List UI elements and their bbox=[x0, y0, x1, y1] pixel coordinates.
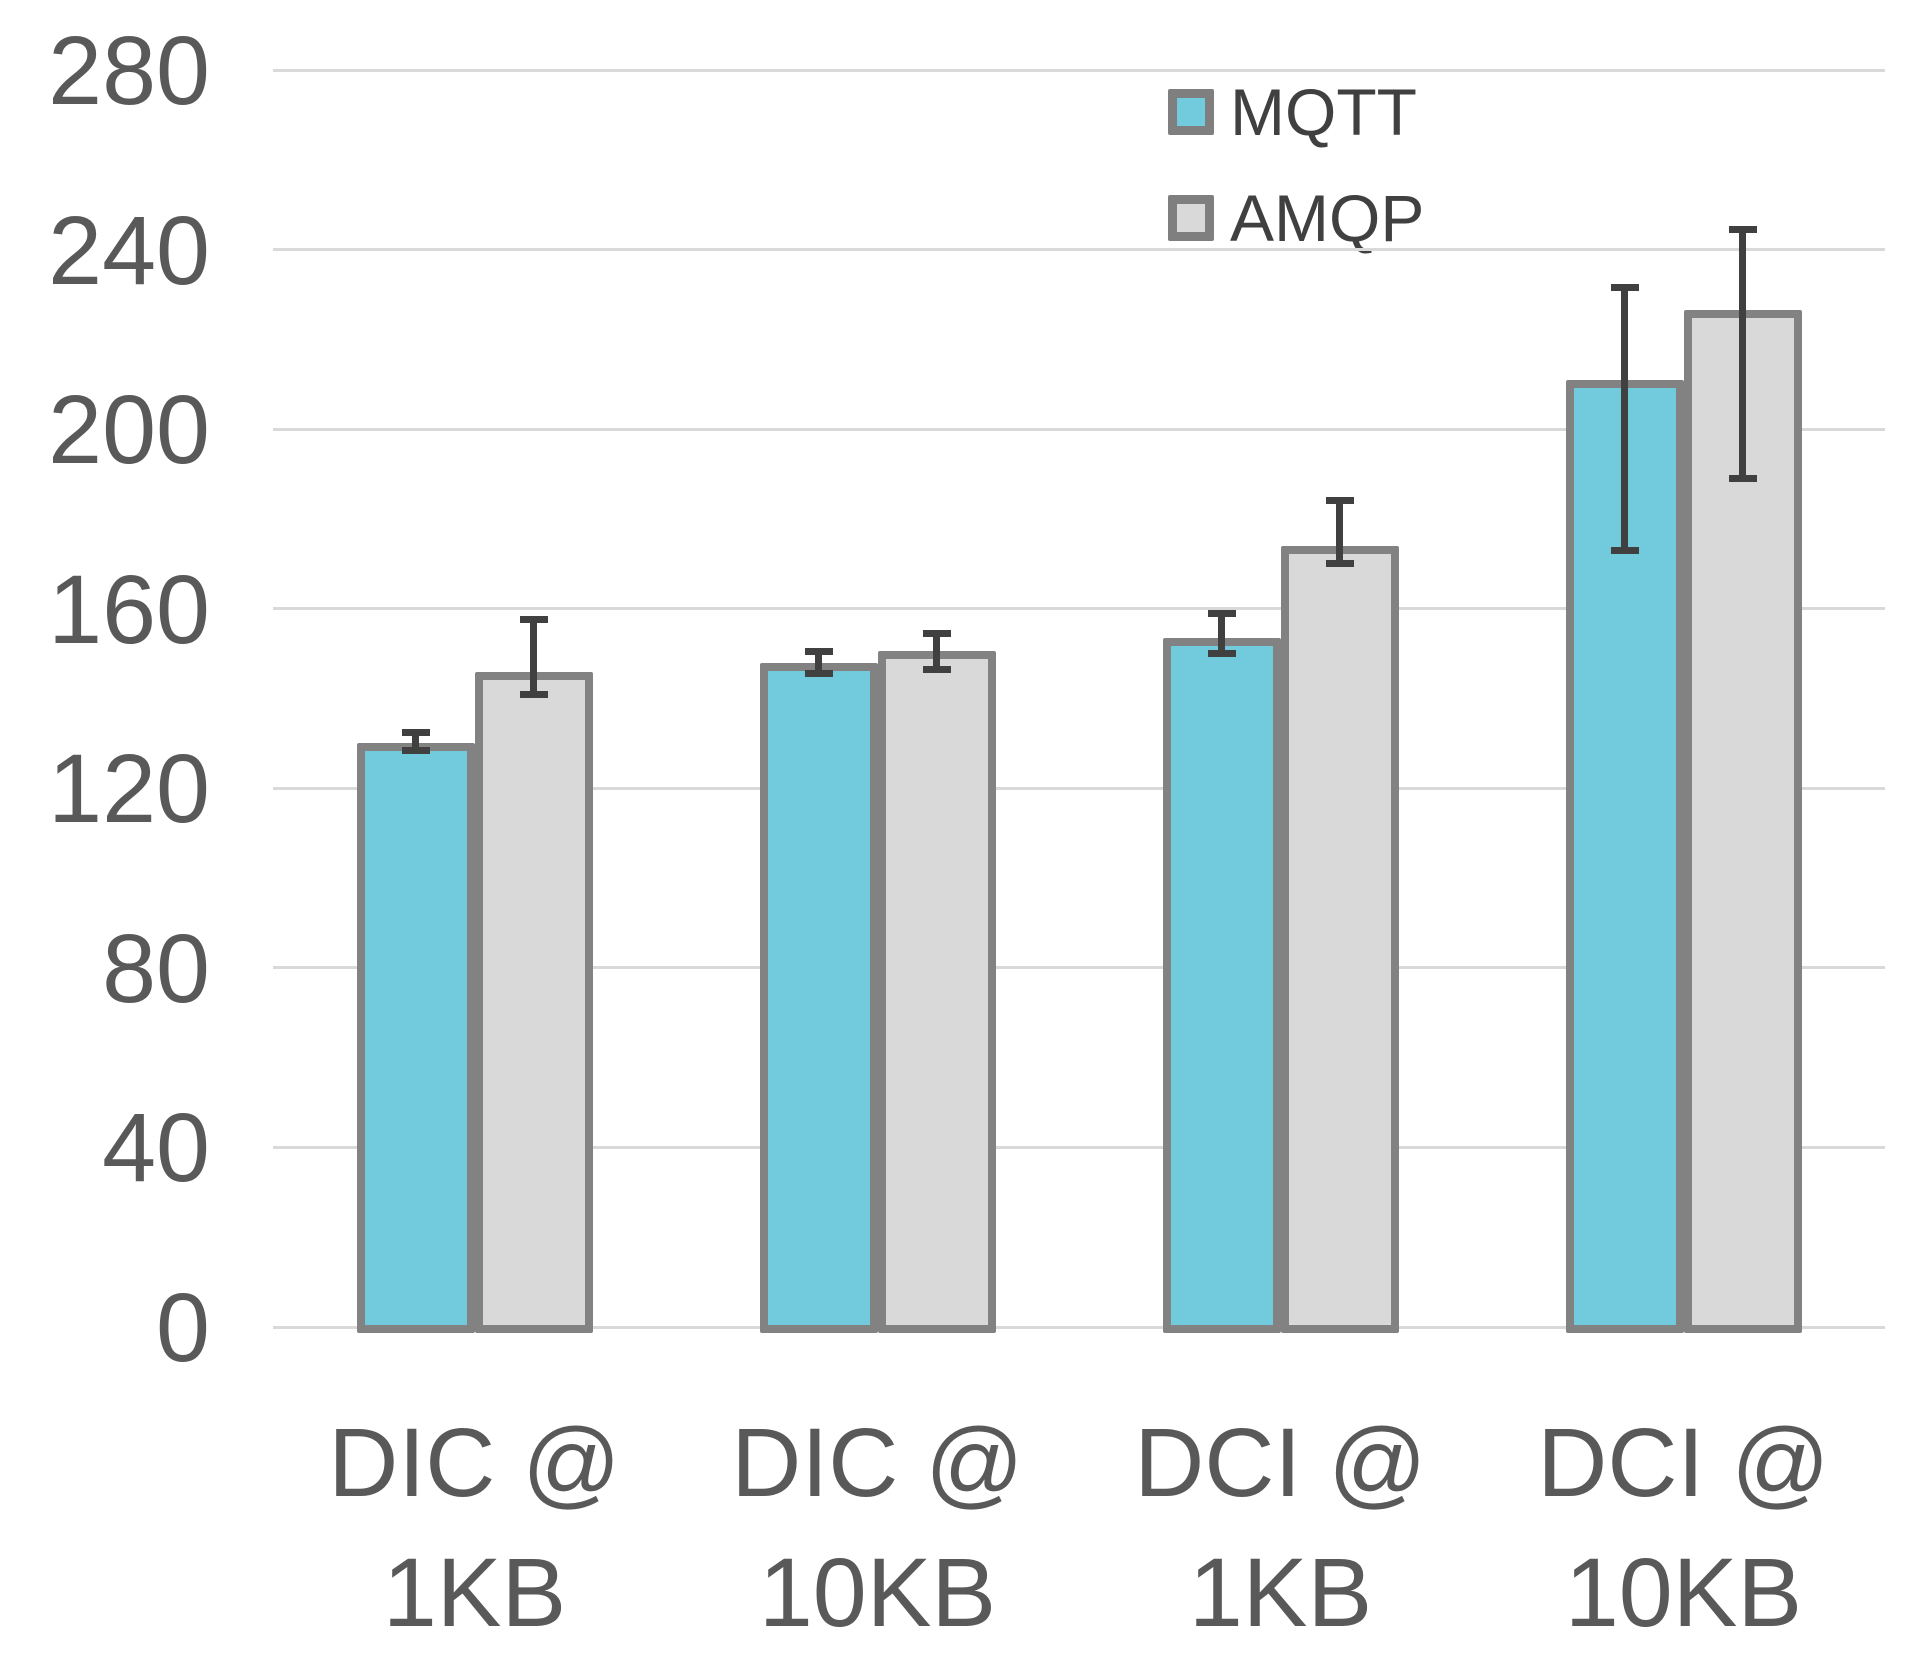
legend-item-amqp: AMQP bbox=[1168, 181, 1425, 255]
legend-item-mqtt: MQTT bbox=[1168, 75, 1424, 149]
x-axis-category-label: DIC @10KB bbox=[731, 1408, 1024, 1647]
bar-mqtt-group1 bbox=[356, 743, 475, 1333]
x-axis-category-label: DIC @1KB bbox=[328, 1408, 621, 1647]
bar-amqp-group2 bbox=[877, 651, 996, 1333]
mqtt-swatch-icon bbox=[1168, 89, 1214, 135]
bar-mqtt-group3 bbox=[1162, 637, 1281, 1333]
error-cap-top bbox=[1728, 225, 1757, 233]
y-axis-tick-label: 160 bbox=[48, 554, 210, 664]
gridline-y0 bbox=[273, 1325, 1885, 1329]
error-cap-bottom bbox=[804, 670, 833, 678]
bar-amqp-group1 bbox=[474, 671, 593, 1333]
bar-mqtt-group2 bbox=[759, 662, 878, 1333]
gridline-y40 bbox=[273, 1145, 1885, 1149]
y-axis-tick-label: 200 bbox=[48, 375, 210, 485]
legend: MQTT AMQP bbox=[1168, 75, 1425, 300]
bar-amqp-group3 bbox=[1280, 545, 1399, 1333]
error-bar-mqtt-group2 bbox=[815, 651, 822, 674]
error-cap-bottom bbox=[401, 746, 430, 754]
error-cap-bottom bbox=[1207, 650, 1236, 658]
x-axis-category-label: DCI @1KB bbox=[1134, 1408, 1427, 1647]
error-cap-bottom bbox=[1610, 546, 1639, 554]
y-axis-tick-label: 80 bbox=[102, 913, 210, 1023]
error-cap-top bbox=[1610, 284, 1639, 292]
gridline-y160 bbox=[273, 607, 1885, 611]
error-bar-mqtt-group3 bbox=[1218, 613, 1225, 654]
error-cap-top bbox=[519, 616, 548, 624]
error-bar-amqp-group3 bbox=[1336, 500, 1343, 564]
y-axis-tick-label: 0 bbox=[156, 1273, 210, 1382]
error-cap-top bbox=[1325, 497, 1354, 505]
error-bar-amqp-group4 bbox=[1739, 229, 1746, 479]
amqp-swatch-icon bbox=[1168, 195, 1214, 241]
error-cap-top bbox=[922, 629, 951, 637]
legend-label-amqp: AMQP bbox=[1230, 181, 1425, 255]
error-bar-amqp-group1 bbox=[530, 619, 537, 694]
error-cap-bottom bbox=[1325, 560, 1354, 568]
error-bar-amqp-group2 bbox=[933, 633, 940, 670]
y-axis-tick-label: 40 bbox=[102, 1093, 210, 1203]
gridline-y80 bbox=[273, 966, 1885, 970]
y-axis-tick-label: 240 bbox=[48, 195, 210, 305]
error-cap-bottom bbox=[922, 665, 951, 673]
gridline-y240 bbox=[273, 248, 1885, 252]
error-cap-top bbox=[804, 647, 833, 655]
gridline-y200 bbox=[273, 427, 1885, 431]
legend-label-mqtt: MQTT bbox=[1230, 75, 1417, 149]
error-cap-top bbox=[401, 728, 430, 736]
error-cap-top bbox=[1207, 609, 1236, 617]
error-bar-mqtt-group4 bbox=[1621, 287, 1628, 551]
x-axis-category-label: DCI @10KB bbox=[1537, 1408, 1830, 1647]
gridline-y120 bbox=[273, 786, 1885, 790]
gridline-y280 bbox=[273, 68, 1885, 72]
error-cap-bottom bbox=[1728, 475, 1757, 483]
error-cap-bottom bbox=[519, 690, 548, 698]
error-bar-mqtt-group1 bbox=[412, 732, 419, 751]
y-axis-tick-label: 280 bbox=[48, 16, 210, 125]
y-axis-tick-label: 120 bbox=[48, 734, 210, 844]
